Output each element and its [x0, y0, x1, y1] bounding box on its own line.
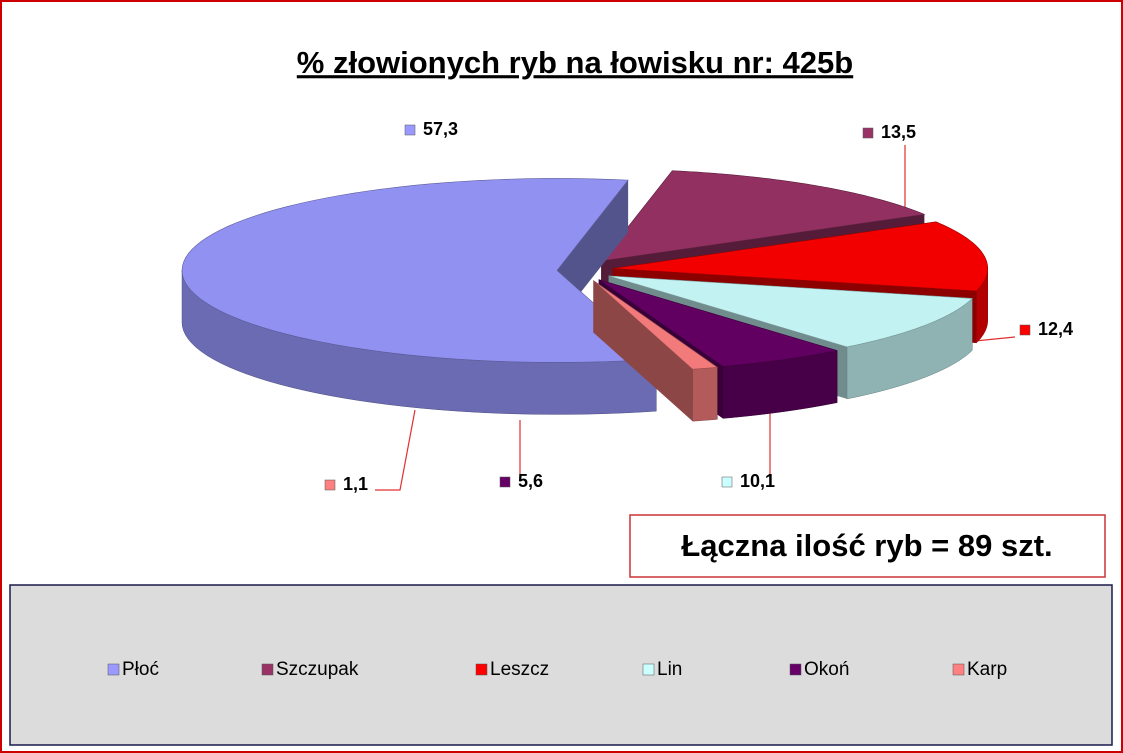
label-key: [404, 124, 416, 136]
legend-label: Szczupak: [276, 659, 359, 680]
legend-swatch: [642, 663, 655, 676]
label-key: [721, 476, 733, 488]
legend-swatch: [475, 663, 488, 676]
legend-swatch: [952, 663, 965, 676]
chart-title: % złowionych ryb na łowisku nr: 425b: [297, 45, 853, 80]
legend-swatch: [789, 663, 802, 676]
data-label: 1,1: [343, 474, 368, 494]
slice-wall: [593, 280, 693, 422]
data-labels: 57,3 13,5 12,4 10,1 5,6 1,1: [324, 119, 1073, 494]
label-key: [862, 127, 874, 139]
data-label: 10,1: [740, 471, 775, 491]
legend-label: Leszcz: [490, 659, 549, 680]
data-label: 5,6: [518, 471, 543, 491]
legend-label: Okoń: [804, 659, 849, 680]
legend: Płoć Szczupak Leszcz Lin Okoń Karp: [107, 659, 1007, 680]
data-label: 12,4: [1038, 319, 1073, 339]
data-label: 57,3: [423, 119, 458, 139]
pie: [181, 170, 989, 422]
legend-box: [9, 584, 1113, 746]
legend-label: Lin: [657, 659, 682, 680]
legend-swatch: [107, 663, 120, 676]
label-key: [499, 476, 511, 488]
legend-label: Karp: [967, 659, 1007, 680]
slice: [608, 275, 973, 348]
slice: [598, 279, 838, 367]
slice: [612, 221, 989, 292]
legend-swatch: [261, 663, 274, 676]
annotation: Łączna ilość ryb = 89 szt.: [681, 528, 1052, 563]
label-key: [324, 479, 336, 491]
leader-line: [375, 409, 416, 491]
slice-side: [692, 367, 718, 422]
label-key: [1019, 324, 1031, 336]
data-label: 13,5: [881, 122, 916, 142]
slice: [181, 178, 658, 363]
slice: [593, 280, 719, 370]
slice: [600, 170, 926, 262]
legend-label: Płoć: [122, 659, 159, 680]
annotation-box: [629, 514, 1106, 578]
